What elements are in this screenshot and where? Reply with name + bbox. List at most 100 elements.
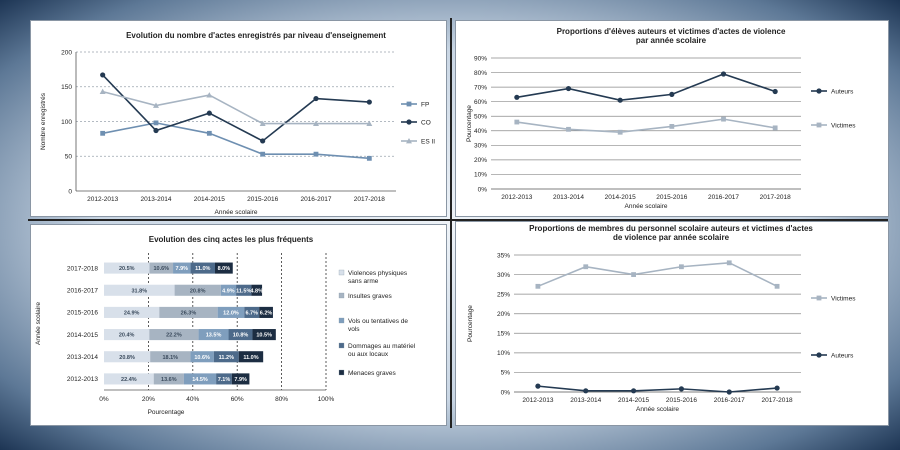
x-tick-label: 2013-2014 (140, 196, 171, 203)
data-point-auteurs (774, 385, 780, 391)
data-point-fp (153, 120, 159, 126)
x-tick-label: 2013-2014 (553, 194, 584, 201)
data-point-victimes (774, 283, 780, 289)
y-tick-label: 150 (61, 84, 72, 91)
bar-segment-violences-physiques-sans-arme (104, 284, 175, 296)
y-tick-label: 2015-2016 (67, 310, 98, 317)
data-point-auteurs (669, 91, 675, 97)
data-point-victimes (631, 272, 636, 277)
x-tick-label: 2017-2018 (762, 397, 793, 404)
series-line-es-ii (102, 90, 370, 125)
x-tick-label: 0% (99, 396, 109, 403)
y-tick-label: 90% (474, 55, 487, 62)
bar-segment-insultes-graves (174, 284, 221, 296)
bar-segment-violences-physiques-sans-arme (104, 262, 150, 274)
data-point-victimes (772, 125, 778, 131)
x-tick-label: 2014-2015 (194, 196, 225, 203)
data-point-auteurs (726, 389, 732, 395)
bar-segment-dommages-au-materiel-ou-aux-locaux (216, 373, 232, 385)
top-five-acts-chart: Evolution des cinq actes les plus fréque… (35, 235, 416, 416)
data-point-victimes (669, 124, 675, 129)
y-axis-label: Nombre enregistrés (40, 92, 47, 150)
y-tick-label: 10% (497, 350, 510, 357)
x-tick-label: 2016-2017 (300, 196, 331, 203)
bar-value-label: 14.5% (192, 377, 208, 383)
x-tick-label: 2015-2016 (247, 196, 278, 203)
data-point-es-ii (313, 120, 319, 126)
bar-value-label: 22.2% (166, 333, 182, 339)
horizontal-divider (28, 219, 888, 221)
y-tick-label: 0% (478, 186, 488, 193)
bar-value-label: 11.0% (195, 266, 210, 272)
y-tick-label: 25% (497, 291, 510, 298)
legend-swatch-menaces-graves (338, 369, 345, 376)
legend-swatch-dommages-au-materiel-ou-aux-locaux (338, 342, 345, 349)
acts-by-level-chart: Evolution du nombre d'actes enregistrés … (40, 31, 435, 216)
bar-value-label: 11.2% (219, 355, 234, 361)
x-axis-label: Année scolaire (625, 203, 668, 210)
bar-value-label: 11.5% (236, 288, 251, 294)
legend-label-es-ii: ES II (421, 138, 435, 145)
data-point-auteurs (617, 97, 623, 103)
x-tick-label: 40% (186, 396, 199, 403)
y-axis-label: Pourcentage (467, 305, 474, 342)
legend-marker-victimes (816, 122, 822, 128)
y-tick-label: 30% (497, 272, 510, 279)
x-axis-label: Pourcentage (148, 409, 185, 416)
data-point-auteurs (630, 388, 637, 394)
data-point-auteurs (535, 383, 541, 389)
chart-title: de violence par année scolaire (613, 233, 730, 242)
data-point-auteurs (514, 94, 520, 100)
legend-marker-auteurs (816, 88, 822, 94)
bar-value-label: 20.4% (119, 333, 135, 339)
bar-value-label: 18.1% (162, 355, 178, 361)
y-tick-label: 60% (474, 99, 487, 106)
bar-segment-menaces-graves (231, 373, 250, 385)
legend-swatch-vols-ou-tentatives-de-vols (338, 317, 345, 324)
y-tick-label: 50 (65, 154, 73, 161)
legend-label-auteurs: Auteurs (831, 352, 854, 359)
series-line-victimes (516, 118, 776, 134)
x-tick-label: 2016-2017 (714, 397, 745, 404)
data-point-auteurs (583, 388, 589, 394)
data-point-es-ii (153, 102, 159, 108)
legend-label-co: CO (421, 119, 431, 126)
data-point-auteurs (720, 71, 727, 77)
data-point-co (100, 72, 106, 78)
bar-segment-vols-ou-tentatives-de-vols (198, 329, 229, 341)
bar-value-label: 20.8% (119, 355, 135, 361)
chart-panel-acts-by-level: Evolution du nombre d'actes enregistrés … (30, 20, 447, 217)
bar-value-label: 24.9% (124, 310, 140, 316)
data-point-victimes (583, 264, 589, 270)
bar-segment-insultes-graves (149, 329, 199, 341)
data-point-co (153, 127, 159, 134)
data-point-victimes (721, 116, 726, 122)
series-line-fp (102, 122, 370, 160)
data-point-victimes (535, 283, 541, 289)
x-tick-label: 2014-2015 (618, 397, 649, 404)
y-tick-label: 2016-2017 (67, 288, 98, 295)
legend-label-insultes-graves: Insultes graves (348, 293, 392, 300)
legend-label-violences-physiques-sans-arme: Violences physiques sans arme (348, 270, 408, 285)
x-tick-label: 2017-2018 (760, 194, 791, 201)
bar-value-label: 7.1% (218, 377, 231, 383)
staff-chart: Proportions de membres du personnel scol… (467, 224, 856, 413)
bar-segment-vols-ou-tentatives-de-vols (183, 373, 217, 385)
legend-marker-co (406, 119, 412, 125)
data-point-es-ii (366, 120, 373, 126)
bar-value-label: 10.6% (153, 266, 169, 272)
x-tick-label: 2012-2013 (522, 397, 553, 404)
data-point-fp (366, 155, 372, 161)
bar-segment-dommages-au-materiel-ou-aux-locaux (213, 351, 239, 363)
series-line-co (102, 74, 370, 142)
bar-value-label: 22.4% (121, 377, 137, 383)
x-tick-label: 2012-2013 (501, 194, 532, 201)
bar-segment-violences-physiques-sans-arme (104, 329, 150, 341)
legend-marker-auteurs (816, 352, 822, 358)
y-tick-label: 2014-2015 (67, 332, 98, 339)
bar-value-label: 7.9% (234, 377, 247, 383)
data-point-victimes (514, 119, 520, 125)
data-point-auteurs (772, 88, 778, 95)
data-point-fp (313, 151, 319, 157)
